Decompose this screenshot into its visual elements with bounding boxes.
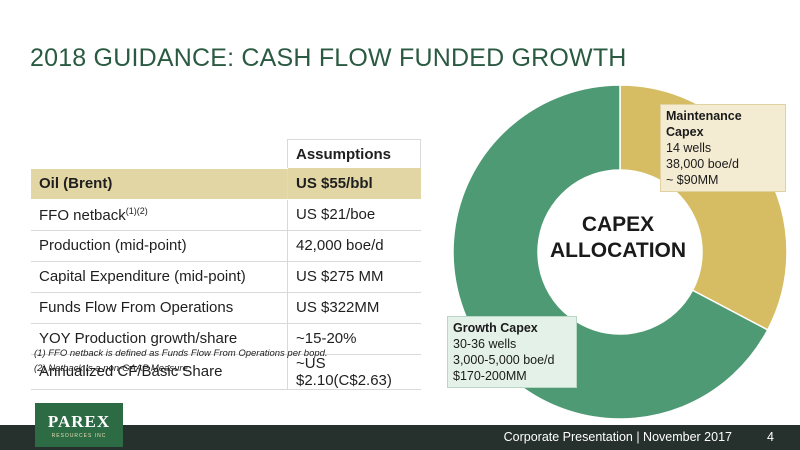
row-label-text: Oil (Brent) (39, 175, 113, 192)
footer-text: Corporate Presentation | November 2017 (503, 430, 732, 444)
footnotes: (1) FFO netback is defined as Funds Flow… (34, 346, 328, 376)
assumptions-table: Assumptions Oil (Brent) US $55/bbl FFO n… (31, 139, 421, 390)
row-label-text: Annualized CF/Basic Share (39, 363, 223, 380)
callout-title: Growth Capex (453, 321, 538, 335)
table-row: Annualized CF/Basic Share ~US $2.10(C$2.… (31, 354, 421, 390)
row-label-text: YOY Production growth/share (39, 330, 238, 347)
maintenance-capex-callout: Maintenance Capex 14 wells 38,000 boe/d … (660, 104, 786, 192)
table-row: Production (mid-point) 42,000 boe/d (31, 230, 421, 262)
row-label-text: Capital Expenditure (mid-point) (39, 268, 246, 285)
callout-line: 14 wells (666, 141, 712, 155)
row-label-text: Production (mid-point) (39, 237, 187, 254)
row-value: US $55/bbl (287, 168, 421, 200)
logo-subtitle: RESOURCES INC (51, 432, 107, 439)
row-value: 42,000 boe/d (287, 230, 421, 262)
row-label: Oil (Brent) (31, 168, 288, 200)
callout-title: Maintenance Capex (666, 109, 742, 139)
row-label-text: FFO netback (39, 206, 126, 224)
center-label-line-1: CAPEX (581, 213, 655, 236)
row-label: Capital Expenditure (mid-point) (31, 261, 288, 293)
row-label: YOY Production growth/share (31, 323, 288, 355)
table-row: Capital Expenditure (mid-point) US $275 … (31, 261, 421, 293)
parex-logo: PAREX RESOURCES INC (35, 403, 123, 447)
row-label-text: Funds Flow From Operations (39, 299, 234, 316)
row-value: US $322MM (287, 292, 421, 324)
footer-bar: Corporate Presentation | November 2017 4 (0, 425, 800, 450)
callout-line: ~ $90MM (666, 173, 719, 187)
growth-capex-callout: Growth Capex 30-36 wells 3,000-5,000 boe… (447, 316, 577, 388)
row-label: Funds Flow From Operations (31, 292, 288, 324)
callout-line: 38,000 boe/d (666, 157, 739, 171)
table-header-assumptions: Assumptions (287, 139, 421, 168)
table-row: YOY Production growth/share ~15-20% (31, 323, 421, 355)
callout-line: $170-200MM (453, 369, 527, 383)
row-value: ~15-20% (287, 323, 421, 355)
footnote-2: (2) Netback is a non-GAAP Measure. (34, 363, 191, 374)
callout-line: 3,000-5,000 boe/d (453, 353, 555, 367)
logo-mark: PAREX (47, 411, 111, 431)
row-label: FFO netback(1)(2) (31, 199, 288, 231)
slide-title: 2018 GUIDANCE: CASH FLOW FUNDED GROWTH (30, 44, 627, 72)
table-row: FFO netback(1)(2) US $21/boe (31, 199, 421, 231)
row-label: Production (mid-point) (31, 230, 288, 262)
table-header-row: Assumptions (31, 139, 421, 169)
chart-center-label: CAPEX ALLOCATION (538, 212, 698, 264)
table-row: Funds Flow From Operations US $322MM (31, 292, 421, 324)
page-number: 4 (767, 430, 774, 444)
table-header-empty (31, 139, 288, 169)
table-row: Oil (Brent) US $55/bbl (31, 168, 421, 200)
footnote-marker: (1)(2) (125, 205, 148, 216)
center-label-line-2: ALLOCATION (549, 239, 687, 262)
row-value: US $21/boe (287, 199, 421, 231)
row-label: Annualized CF/Basic Share (31, 354, 288, 390)
row-value: ~US $2.10(C$2.63) (287, 354, 421, 390)
row-value: US $275 MM (287, 261, 421, 293)
footnote-1: (1) FFO netback is defined as Funds Flow… (34, 348, 328, 359)
callout-line: 30-36 wells (453, 337, 517, 351)
